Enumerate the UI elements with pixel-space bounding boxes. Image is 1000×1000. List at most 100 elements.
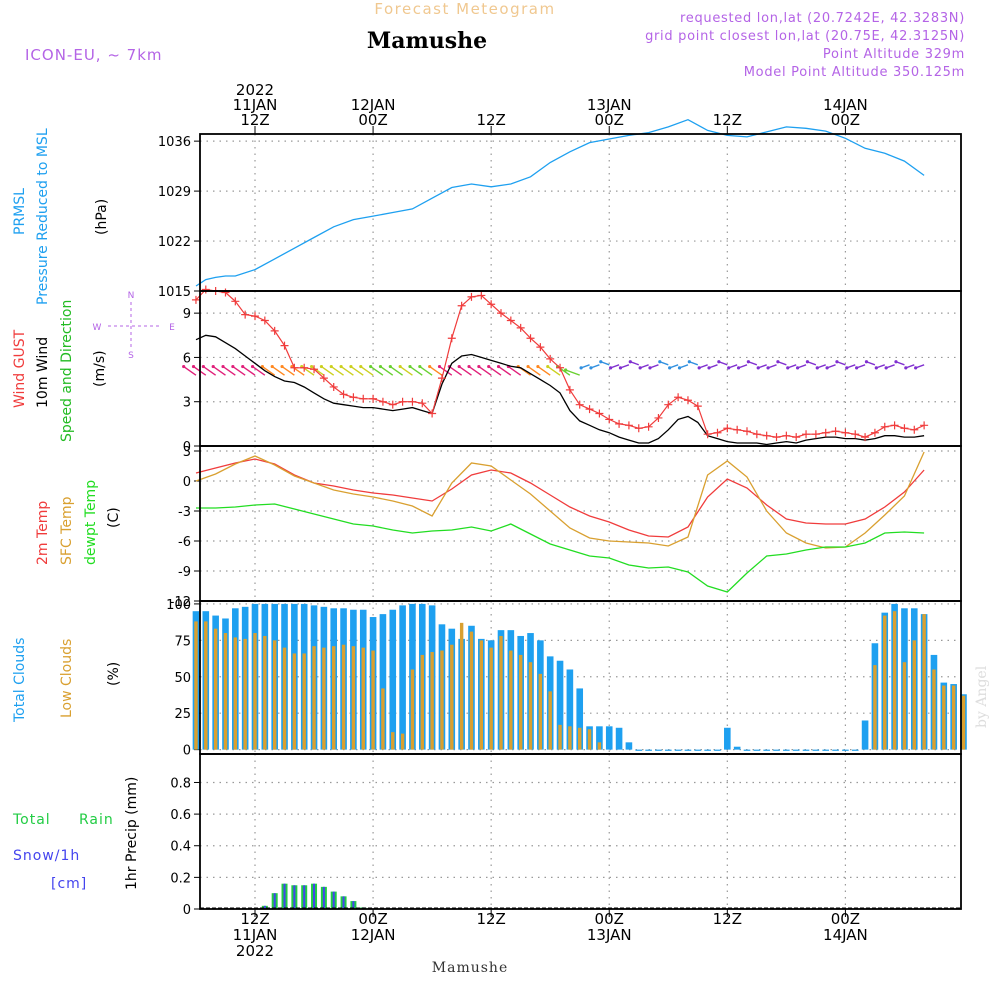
wind-gust-marker (191, 295, 200, 304)
total-cloud-bar (655, 749, 662, 751)
wind-arrow-head (776, 360, 780, 364)
panel-3: -12 -9 -6 -3 0 3 (170, 445, 961, 610)
total-cloud-bar (389, 609, 397, 750)
wind-arrow-head (388, 364, 392, 369)
wind-arrow-head (201, 364, 205, 369)
time-label-top: 12JAN (351, 96, 396, 114)
y-tick-label: -9 (178, 565, 191, 580)
wind-arrow-head (378, 364, 383, 369)
total-cloud-bar (763, 749, 770, 751)
time-label-bottom: 14JAN (823, 926, 868, 944)
wind-arrow-head (418, 364, 422, 369)
total-cloud-bar (842, 749, 849, 751)
total-cloud-bar (783, 749, 790, 751)
total-cloud-bar (566, 669, 574, 750)
wind-arrow (370, 365, 384, 376)
label-wind-direction: Speed and Direction (59, 300, 75, 442)
low-cloud-bar (587, 729, 592, 750)
location-title: Mamushe (367, 28, 487, 54)
wind-gust-marker (575, 400, 584, 409)
y-tick-label: 1015 (158, 285, 191, 300)
wind-arrow-head (707, 366, 711, 370)
wind-arrow-head (717, 360, 721, 364)
wind-arrow (360, 365, 374, 376)
low-cloud-bar (253, 633, 257, 750)
wind-arrow-head (697, 366, 701, 370)
wind-arrow-head (756, 366, 760, 370)
total-cloud-bar (635, 749, 643, 751)
wind-gust-marker (329, 382, 338, 391)
wind-arrow-head (398, 364, 402, 369)
low-cloud-bar (282, 647, 287, 750)
wind-gust-marker (359, 394, 368, 403)
low-cloud-bar (450, 644, 454, 750)
wind-arrow (183, 365, 197, 376)
cloud-labels: Total Clouds Low Clouds (%) (12, 638, 122, 723)
wind-arrow-head (457, 364, 461, 369)
low-cloud-bar (233, 637, 238, 750)
wind-arrow-head (874, 366, 878, 370)
rain-bar-core (303, 885, 306, 909)
label-prmsl: PRMSL (12, 188, 28, 235)
wind-gust-marker (595, 409, 604, 418)
time-label-top: 2022 (236, 81, 274, 99)
total-cloud-bar (615, 727, 623, 750)
wind-gust-marker (536, 343, 545, 352)
wind-arrow-head (526, 364, 530, 369)
wind-arrow-head (349, 364, 353, 369)
panel-4: 0 25 50 75 100 (166, 598, 961, 759)
time-label-top: 12Z (476, 111, 505, 129)
rain-bar-core (263, 905, 266, 909)
wind-gust-marker (674, 393, 683, 402)
wind-gust-marker (703, 430, 712, 439)
y-tick-label: 3 (183, 396, 191, 411)
low-cloud-bar (312, 646, 316, 750)
wind-gust-marker (467, 292, 476, 301)
wind-arrow-head (648, 366, 652, 370)
low-cloud-bar (194, 621, 198, 750)
total-cloud-bar (851, 749, 859, 751)
wind-arrow (389, 365, 404, 376)
wind-arrow-head (815, 366, 819, 370)
wind-arrow (340, 365, 354, 376)
time-label-bottom: 12Z (476, 910, 505, 928)
label-snow-unit: [cm] (51, 876, 87, 892)
wind-arrow (252, 365, 266, 376)
wind-gust-marker (369, 394, 378, 403)
wind-gust-marker (457, 301, 466, 310)
low-cloud-bar (951, 685, 956, 750)
wind-arrow-head (191, 364, 196, 369)
low-cloud-bar (371, 650, 375, 750)
wind-arrow-head (309, 364, 314, 369)
wind-gust-marker (831, 427, 840, 436)
time-label-bottom: 00Z (595, 910, 624, 928)
low-cloud-bar (499, 635, 503, 750)
total-cloud-bar (733, 746, 741, 750)
y-tick-label: 0 (183, 475, 191, 490)
product-title: Forecast Meteogram (374, 0, 555, 18)
low-cloud-bar (578, 727, 582, 750)
wind-gust-marker (447, 334, 456, 343)
panel-frame (199, 133, 962, 292)
time-label-bottom: 12JAN (351, 926, 396, 944)
wind-arrow-head (359, 364, 363, 369)
wind-gust-marker (260, 316, 269, 325)
wind-gust-marker (870, 428, 879, 437)
panel-frame (199, 753, 962, 910)
wind-arrow-head (467, 364, 471, 369)
wind-arrow-head (609, 366, 613, 370)
wind-arrow (458, 365, 472, 376)
total-cloud-bar (605, 726, 613, 750)
low-cloud-bar (322, 647, 326, 750)
wind-gust-marker (723, 424, 732, 433)
y-tick-label: 0.4 (170, 840, 191, 855)
wind-arrow-head (339, 364, 343, 369)
low-cloud-bar (263, 635, 267, 750)
time-label-bottom: 12Z (240, 910, 269, 928)
total-cloud-bar (664, 749, 672, 751)
total-cloud-bar (704, 749, 711, 751)
compass-s: S (128, 351, 134, 361)
wind-arrow-head (658, 360, 662, 364)
total-cloud-bar (694, 749, 702, 751)
